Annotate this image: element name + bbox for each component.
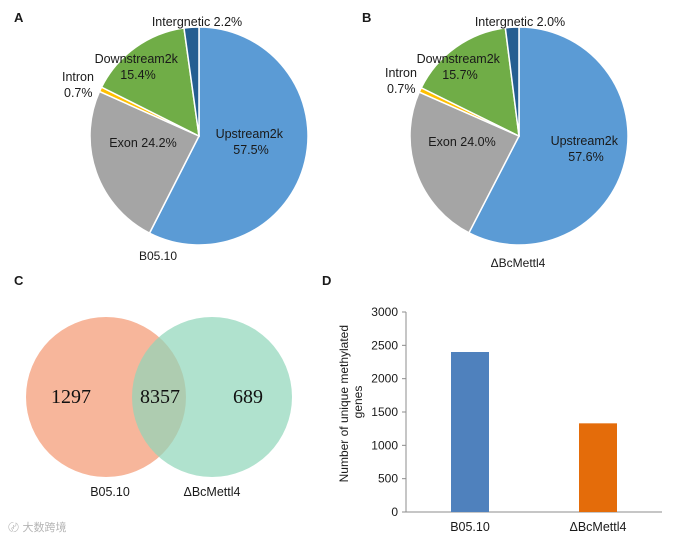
pie-chart-b0510 (89, 26, 309, 246)
bar-bcmettl4 (579, 423, 617, 512)
venn-count-b0510-only: 1297 (51, 386, 91, 408)
pie-a-slice-exon (89, 90, 201, 235)
pie-b-slice-intergnetic (504, 26, 520, 137)
pie-b-label-downstream: Downstream2k 15.7% (417, 52, 504, 82)
pie-a-label-upstream: Upstream2k 57.5% (216, 127, 287, 157)
bar-ylabel: Number of unique methylated genes (337, 322, 365, 483)
venn-label-bcmettl4: ΔBcMettl4 (184, 485, 241, 499)
bar-ytick-label: 0 (391, 505, 398, 519)
pie-a-slice-downstream2k (100, 27, 200, 138)
pie-a-label-downstream: Downstream2k 15.4% (95, 52, 182, 82)
pie-b-label-upstream: Upstream2k 57.6% (551, 134, 622, 164)
pie-chart-bcmettl4 (409, 26, 629, 246)
pie-b-label-intergenic: Intergnetic 2.0% (475, 15, 565, 29)
panel-label-b: B (362, 10, 371, 25)
panel-label-c: C (14, 273, 24, 288)
bar-ytick-label: 2500 (371, 338, 398, 352)
panel-label-d: D (322, 273, 331, 288)
pie-a-label-exon: Exon 24.2% (109, 136, 176, 150)
watermark: 〄 大数跨境 (8, 521, 67, 534)
bar-xtick-label: ΔBcMettl4 (570, 520, 627, 534)
pie-b-label-intron: Intron 0.7% (385, 66, 420, 96)
pie-a-slice-intergnetic (183, 26, 200, 137)
bar-ytick-label: 3000 (371, 305, 398, 319)
bar-ytick-label: 500 (378, 472, 398, 486)
venn-count-bcmettl4-only: 689 (233, 386, 263, 408)
pie-a-label-intergenic: Intergnetic 2.2% (152, 15, 242, 29)
venn-circle-bcmettl4 (132, 317, 292, 477)
bar-ytick-label: 2000 (371, 372, 398, 386)
venn-label-b0510: B05.10 (90, 485, 130, 499)
bar-b0510 (451, 352, 489, 512)
bar-ytick-label: 1000 (371, 438, 398, 452)
pie-a-label-intron: Intron 0.7% (62, 70, 97, 100)
pie-a-title: B05.10 (139, 249, 177, 263)
pie-b-slice-upstream2k (467, 26, 629, 246)
pie-a-slice-upstream2k (148, 26, 309, 246)
pie-b-slice-downstream2k (420, 27, 520, 138)
bar-xtick-label: B05.10 (450, 520, 490, 534)
bar-ytick-label: 1500 (371, 405, 398, 419)
bar-chart: 0 500 1000 1500 2000 2500 3000 B05.10 ΔBcMettl4 (371, 305, 662, 534)
pie-b-slice-exon (409, 91, 521, 234)
pie-b-title: ΔBcMettl4 (491, 256, 546, 270)
venn-diagram (26, 317, 292, 477)
venn-count-overlap: 8357 (140, 386, 180, 408)
panel-label-a: A (14, 10, 24, 25)
pie-b-label-exon: Exon 24.0% (428, 135, 495, 149)
